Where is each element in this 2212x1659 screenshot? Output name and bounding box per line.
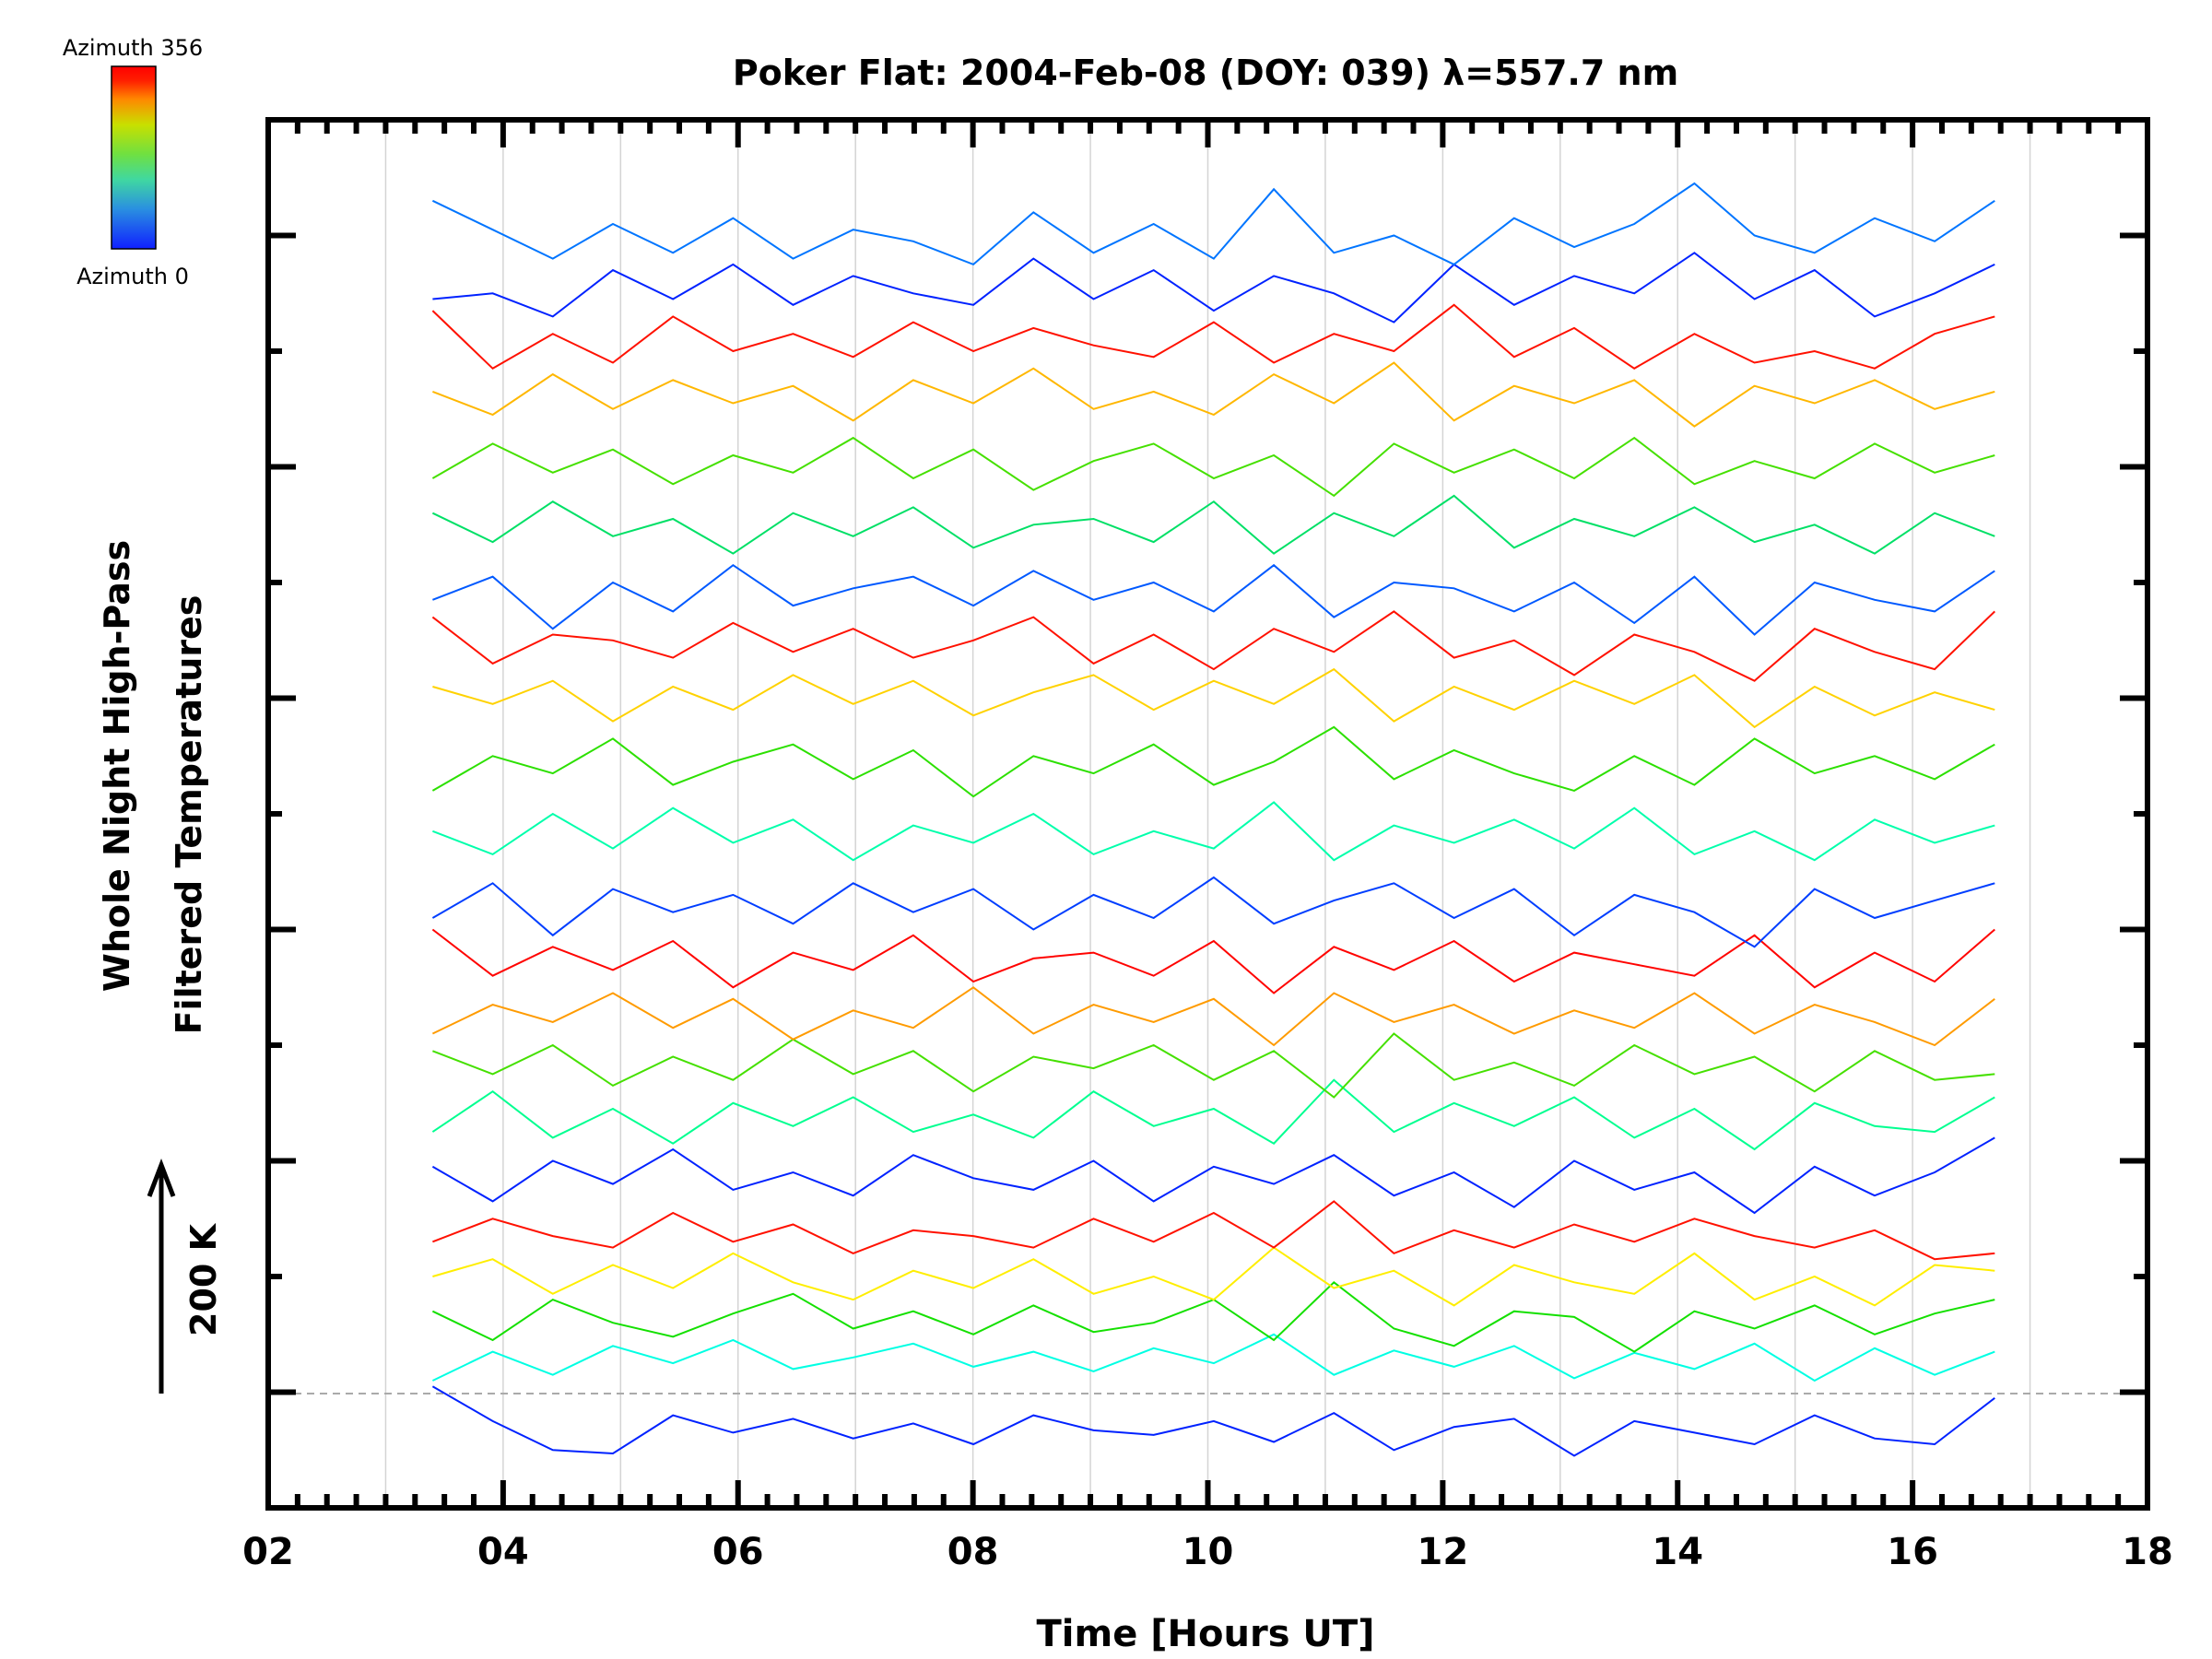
series-line bbox=[431, 303, 1995, 371]
x-tick-label: 10 bbox=[1182, 1531, 1234, 1573]
x-tick-label: 06 bbox=[712, 1531, 764, 1573]
colorbar-gradient bbox=[111, 65, 157, 250]
x-tick-labels: 02 04 06 08 10 12 14 16 18 bbox=[242, 1531, 2173, 1573]
series-line bbox=[432, 801, 1995, 862]
scale-arrow: 200 K bbox=[147, 1158, 224, 1394]
grid bbox=[384, 120, 2031, 1508]
x-tick-label: 04 bbox=[477, 1531, 529, 1573]
series-lines bbox=[431, 182, 1995, 1457]
plot-frame bbox=[265, 117, 2150, 1511]
series-line bbox=[432, 1032, 1995, 1099]
series-line bbox=[432, 252, 1995, 324]
x-tick-label: 12 bbox=[1418, 1531, 1469, 1573]
series-line bbox=[431, 182, 1995, 266]
x-axis-label: Time [Hours UT] bbox=[1037, 1613, 1375, 1655]
series-line bbox=[431, 928, 1995, 994]
series-line bbox=[431, 986, 1995, 1047]
y-axis-label-line-2: Filtered Temperatures bbox=[169, 595, 209, 1035]
series-line bbox=[431, 725, 1995, 798]
y-axis-label-line-1: Whole Night High-Pass bbox=[97, 540, 137, 992]
series-line bbox=[432, 1200, 1995, 1261]
series-line bbox=[431, 1333, 1995, 1382]
y-axis-label: Whole Night High-Pass Filtered Temperatu… bbox=[97, 540, 209, 1034]
series-line bbox=[431, 1385, 1995, 1457]
series-line bbox=[432, 667, 1995, 729]
series-line bbox=[432, 1246, 1995, 1307]
series-line bbox=[432, 563, 1995, 636]
series-line bbox=[431, 876, 1995, 948]
series-line bbox=[431, 494, 1995, 555]
series-line bbox=[431, 436, 1995, 498]
chart-title: Poker Flat: 2004-Feb-08 (DOY: 039) λ=557… bbox=[733, 53, 1678, 93]
colorbar: Azimuth 356 Azimuth 0 bbox=[63, 35, 203, 289]
series-line bbox=[431, 1136, 1995, 1215]
x-tick-label: 08 bbox=[947, 1531, 999, 1573]
series-line bbox=[431, 1280, 1995, 1353]
colorbar-top-label: Azimuth 356 bbox=[63, 35, 203, 61]
colorbar-bottom-label: Azimuth 0 bbox=[76, 264, 189, 289]
x-tick-label: 14 bbox=[1652, 1531, 1703, 1573]
scale-arrow-label: 200 K bbox=[183, 1222, 224, 1336]
arrow-up-icon bbox=[147, 1158, 176, 1197]
series-line bbox=[431, 610, 1995, 682]
x-tick-label: 16 bbox=[1887, 1531, 1938, 1573]
x-tick-label: 02 bbox=[242, 1531, 294, 1573]
series-line bbox=[432, 361, 1995, 428]
x-tick-label: 18 bbox=[2122, 1531, 2173, 1573]
series-line bbox=[431, 1078, 1995, 1151]
